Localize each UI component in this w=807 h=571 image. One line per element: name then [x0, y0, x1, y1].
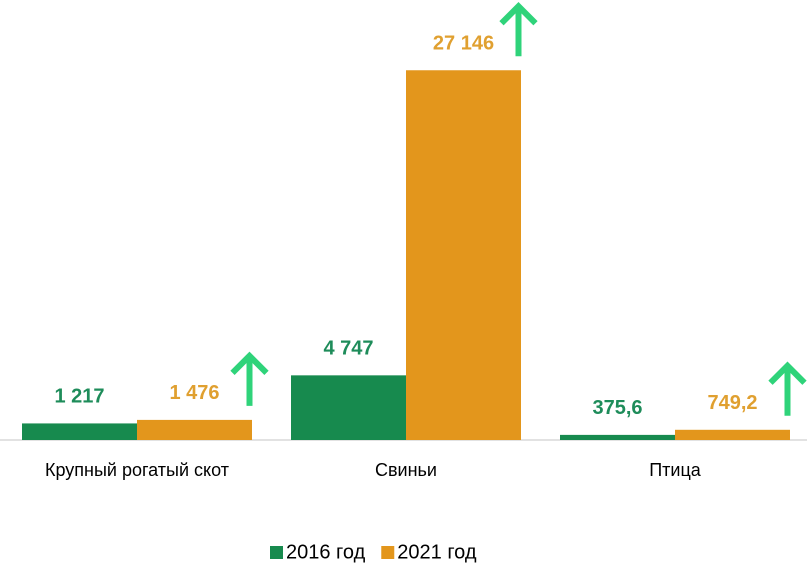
x-tick-label: Свиньи — [375, 460, 437, 480]
bar — [22, 423, 137, 440]
arrow-head — [499, 2, 538, 26]
bar — [291, 375, 406, 440]
bar — [137, 419, 252, 440]
value-label: 4 747 — [323, 338, 373, 360]
legend-swatch — [381, 546, 395, 559]
value-label: 27 146 — [433, 33, 494, 55]
up-arrow — [230, 351, 269, 406]
legend-label: 2021 год — [397, 541, 477, 563]
up-arrow — [499, 2, 538, 57]
value-label: 1 217 — [54, 386, 104, 408]
up-arrow — [768, 361, 807, 416]
bar — [560, 434, 675, 440]
value-label: 375,6 — [592, 397, 642, 419]
x-tick-label: Птица — [649, 460, 702, 480]
value-label: 1 476 — [169, 382, 219, 404]
arrow-head — [768, 361, 807, 385]
legend-swatch — [270, 546, 283, 559]
x-tick-label: Крупный рогатый скот — [45, 460, 229, 480]
bar — [675, 429, 790, 440]
legend-label: 2016 год — [286, 541, 366, 563]
value-label: 749,2 — [707, 392, 757, 414]
arrow-head — [230, 351, 269, 376]
bar — [406, 70, 521, 441]
